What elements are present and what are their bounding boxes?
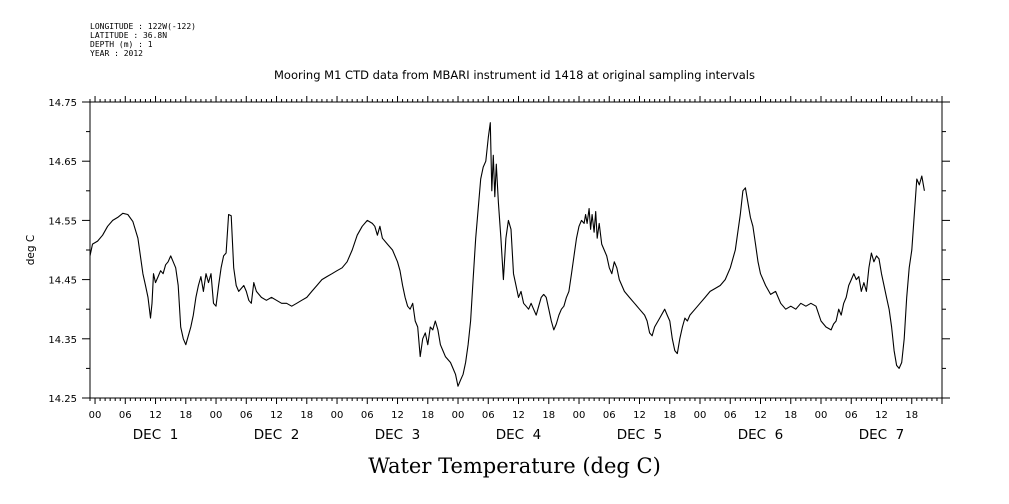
x-tick-label: 06 (119, 410, 132, 421)
x-tick-label: 06 (603, 410, 616, 421)
x-tick-label: 12 (270, 410, 283, 421)
y-tick-label: 14.45 (48, 276, 77, 287)
x-tick-label: 06 (845, 410, 858, 421)
x-tick-label: 18 (663, 410, 676, 421)
x-tick-label: 06 (361, 410, 374, 421)
latitude-text: LATITUDE : 36.8N (90, 31, 168, 40)
x-tick-label: 00 (815, 410, 828, 421)
x-tick-label: 12 (512, 410, 525, 421)
day-label: DEC 1 (133, 427, 179, 443)
x-tick-label: 18 (542, 410, 555, 421)
day-label: DEC 2 (254, 427, 300, 443)
x-tick-label: 06 (240, 410, 253, 421)
x-tick-label: 00 (89, 410, 102, 421)
x-tick-label: 18 (421, 410, 434, 421)
x-tick-label: 00 (452, 410, 465, 421)
x-tick-label: 12 (754, 410, 767, 421)
plot-frame (89, 101, 943, 399)
x-tick-label: 18 (784, 410, 797, 421)
metadata-block: LONGITUDE : 122W(-122) LATITUDE : 36.8N … (90, 22, 196, 58)
temperature-series-line (89, 122, 925, 387)
day-label: DEC 4 (496, 427, 542, 443)
x-tick-label: 00 (573, 410, 586, 421)
x-tick-label: 12 (391, 410, 404, 421)
x-tick-label: 12 (149, 410, 162, 421)
y-tick-label: 14.55 (48, 216, 77, 227)
x-axis-label: Water Temperature (deg C) (368, 454, 661, 478)
day-label: DEC 6 (738, 427, 784, 443)
depth-text: DEPTH (m) : 1 (90, 40, 153, 49)
day-label: DEC 7 (859, 427, 905, 443)
y-tick-label: 14.75 (48, 98, 77, 109)
year-text: YEAR : 2012 (90, 49, 143, 58)
x-tick-label: 12 (633, 410, 646, 421)
x-tick-label: 06 (724, 410, 737, 421)
x-tick-label: 18 (905, 410, 918, 421)
x-tick-label: 18 (300, 410, 313, 421)
longitude-text: LONGITUDE : 122W(-122) (90, 22, 196, 31)
y-tick-label: 14.65 (48, 157, 77, 168)
y-tick-label: 14.35 (48, 335, 77, 346)
day-label: DEC 5 (617, 427, 663, 443)
y-axis-label: deg C (25, 235, 37, 265)
chart-title: Mooring M1 CTD data from MBARI instrumen… (274, 68, 755, 82)
x-tick-label: 18 (179, 410, 192, 421)
x-tick-label: 00 (210, 410, 223, 421)
x-tick-label: 00 (331, 410, 344, 421)
x-tick-label: 12 (875, 410, 888, 421)
x-tick-label: 00 (694, 410, 707, 421)
y-tick-label: 14.25 (48, 394, 77, 405)
day-label: DEC 3 (375, 427, 421, 443)
x-tick-label: 06 (482, 410, 495, 421)
